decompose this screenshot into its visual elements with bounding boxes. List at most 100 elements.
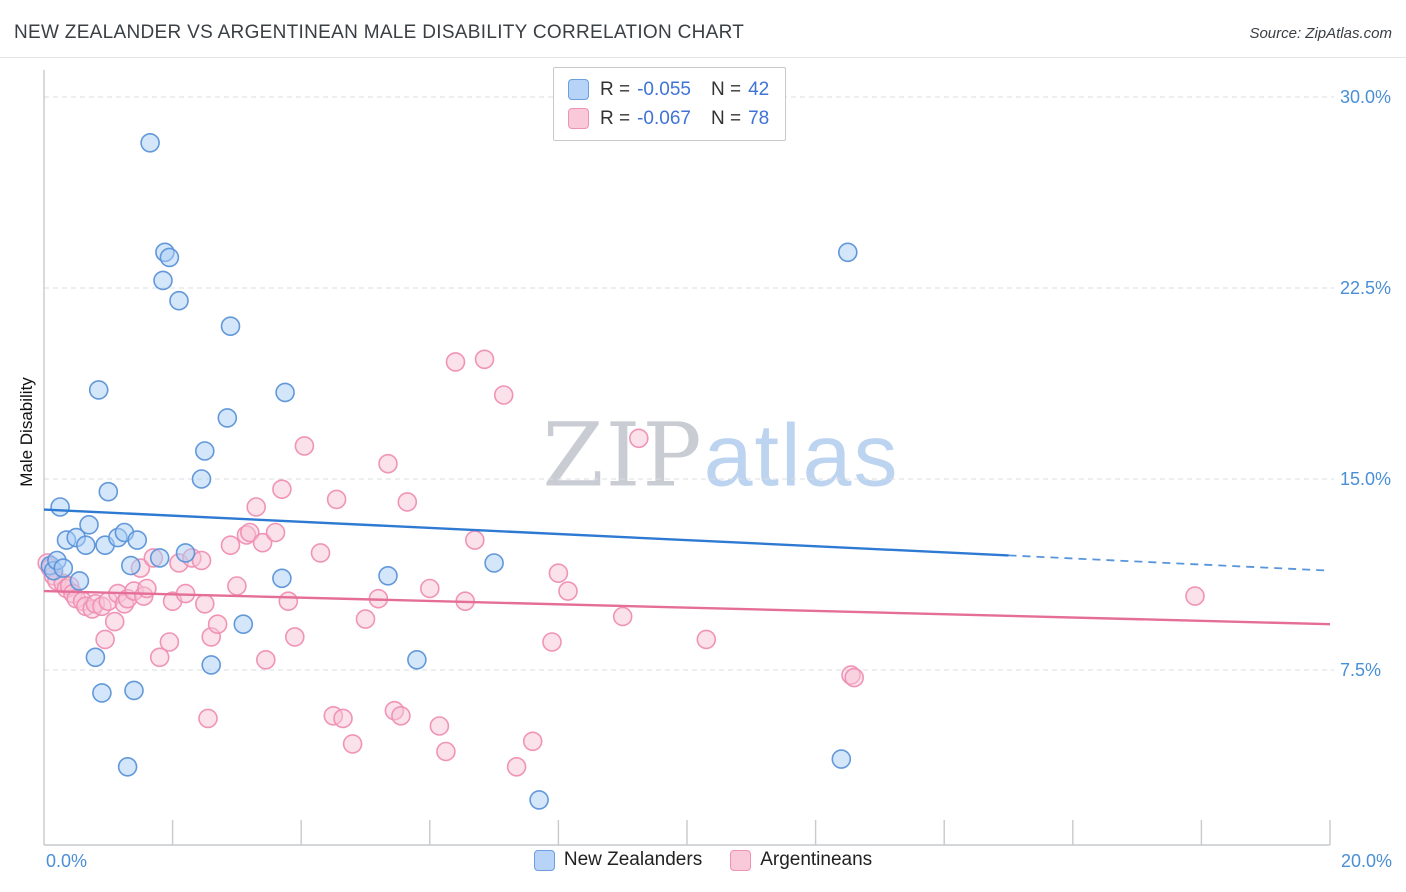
scatter-point-ar — [310, 543, 331, 563]
scatter-point-ar — [506, 756, 527, 777]
scatter-point-ar — [195, 593, 215, 614]
scatter-point-ar — [227, 576, 247, 596]
scatter-point-ar — [397, 492, 418, 512]
scatter-point-ar — [445, 352, 466, 372]
watermark-atlas: atlas — [703, 405, 900, 505]
scatter-point-nz — [121, 555, 141, 576]
scatter-point-nz — [837, 242, 858, 263]
scatter-point-nz — [191, 469, 212, 489]
r-label: R = — [600, 107, 631, 129]
y-axis-tick-label: 15.0% — [1340, 469, 1391, 489]
n-value-nz: 42 — [748, 78, 770, 100]
scatter-point-nz — [233, 614, 254, 635]
scatter-chart: 30.0% 22.5% 15.0% 7.5% — [37, 70, 1391, 846]
source-attribution: Source: ZipAtlas.com — [1249, 25, 1392, 42]
correlation-legend: R = -0.055 N = 42 R = -0.067 N = 78 — [553, 67, 787, 141]
scatter-point-ar — [355, 609, 376, 629]
scatter-point-ar — [265, 522, 286, 543]
scatter-point-nz — [92, 683, 112, 703]
scatter-point-ar — [429, 716, 450, 736]
trend-line-dashed — [1008, 554, 1331, 572]
header: NEW ZEALANDER VS ARGENTINEAN MALE DISABI… — [0, 0, 1406, 58]
scatter-point-ar — [278, 591, 299, 612]
scatter-point-ar — [255, 649, 276, 670]
scatter-point-ar — [628, 428, 649, 449]
scatter-point-nz — [140, 133, 160, 153]
scatter-point-nz — [378, 565, 398, 586]
trend-line — [43, 589, 1331, 626]
ar-legend-swatch — [568, 108, 589, 129]
scatter-point-nz — [275, 382, 295, 403]
scatter-point-ar — [191, 550, 212, 571]
scatter-point-nz — [201, 655, 221, 675]
y-axis-title: Male Disability — [17, 377, 36, 487]
scatter-point-nz — [98, 481, 119, 502]
page-title: NEW ZEALANDER VS ARGENTINEAN MALE DISABI… — [14, 22, 745, 43]
scatter-point-nz — [76, 535, 96, 556]
n-label: N = — [710, 107, 742, 129]
scatter-point-ar — [294, 436, 315, 456]
scatter-point-nz — [169, 290, 189, 311]
scatter-point-nz — [159, 247, 180, 268]
scatter-point-nz — [831, 749, 852, 769]
series-legend: New Zealanders Argentineans — [0, 849, 1406, 871]
watermark-zip: ZIP — [542, 403, 704, 507]
scatter-point-ar — [284, 627, 305, 647]
scatter-point-ar — [378, 453, 398, 474]
scatter-point-nz — [195, 441, 215, 461]
scatter-point-ar — [149, 647, 170, 668]
nz-legend-swatch — [568, 79, 589, 100]
scatter-point-nz — [79, 514, 99, 535]
r-label: R = — [600, 78, 631, 100]
scatter-point-nz — [127, 530, 147, 550]
watermark: ZIPatlas — [542, 404, 899, 507]
scatter-point-nz — [217, 408, 238, 428]
scatter-point-ar — [464, 530, 485, 550]
trend-line — [43, 508, 1009, 557]
scatter-point-ar — [252, 532, 273, 553]
scatter-point-ar — [548, 563, 569, 584]
scatter-point-ar — [95, 629, 115, 650]
scatter-point-nz — [88, 380, 109, 400]
x-axis-min-label: 0.0% — [46, 851, 88, 871]
scatter-point-nz — [124, 680, 144, 701]
nz-series-swatch — [533, 849, 555, 871]
scatter-point-ar — [159, 632, 180, 652]
scatter-point-nz — [484, 553, 504, 573]
nz-series-label: New Zealanders — [563, 849, 703, 870]
scatter-point-nz — [153, 270, 173, 291]
scatter-point-ar — [272, 479, 292, 500]
scatter-point-ar — [326, 489, 347, 510]
scatter-point-ar — [542, 632, 562, 652]
scatter-point-ar — [333, 708, 353, 729]
scatter-point-ar — [696, 629, 717, 650]
scatter-point-ar — [342, 734, 363, 754]
scatter-point-nz — [85, 647, 106, 668]
scatter-point-nz — [175, 543, 196, 563]
y-axis-tick-label: 7.5% — [1340, 660, 1381, 680]
x-axis-max-label: 20.0% — [1340, 851, 1392, 871]
n-label: N = — [710, 78, 742, 100]
scatter-point-ar — [207, 614, 228, 635]
scatter-point-nz — [407, 649, 427, 670]
y-axis-tick-label: 22.5% — [1340, 278, 1391, 298]
scatter-point-ar — [240, 522, 260, 543]
scatter-point-ar — [419, 578, 440, 599]
scatter-point-ar — [246, 497, 267, 517]
r-value-ar: -0.067 — [637, 107, 691, 129]
scatter-point-ar — [198, 708, 218, 729]
scatter-point-ar — [522, 731, 543, 752]
scatter-point-nz — [149, 548, 170, 568]
scatter-point-ar — [220, 535, 241, 556]
scatter-point-ar — [436, 741, 456, 762]
correlation-legend-row-ar: R = -0.067 N = 78 — [568, 104, 769, 133]
ar-series-label: Argentineans — [760, 849, 873, 870]
scatter-point-ar — [1185, 586, 1205, 606]
scatter-point-nz — [220, 316, 241, 337]
scatter-point-ar — [104, 611, 125, 632]
scatter-point-nz — [69, 571, 90, 591]
scatter-point-ar — [558, 581, 578, 601]
scatter-point-nz — [117, 756, 138, 777]
scatter-point-nz — [272, 568, 292, 589]
r-value-nz: -0.055 — [637, 78, 691, 100]
